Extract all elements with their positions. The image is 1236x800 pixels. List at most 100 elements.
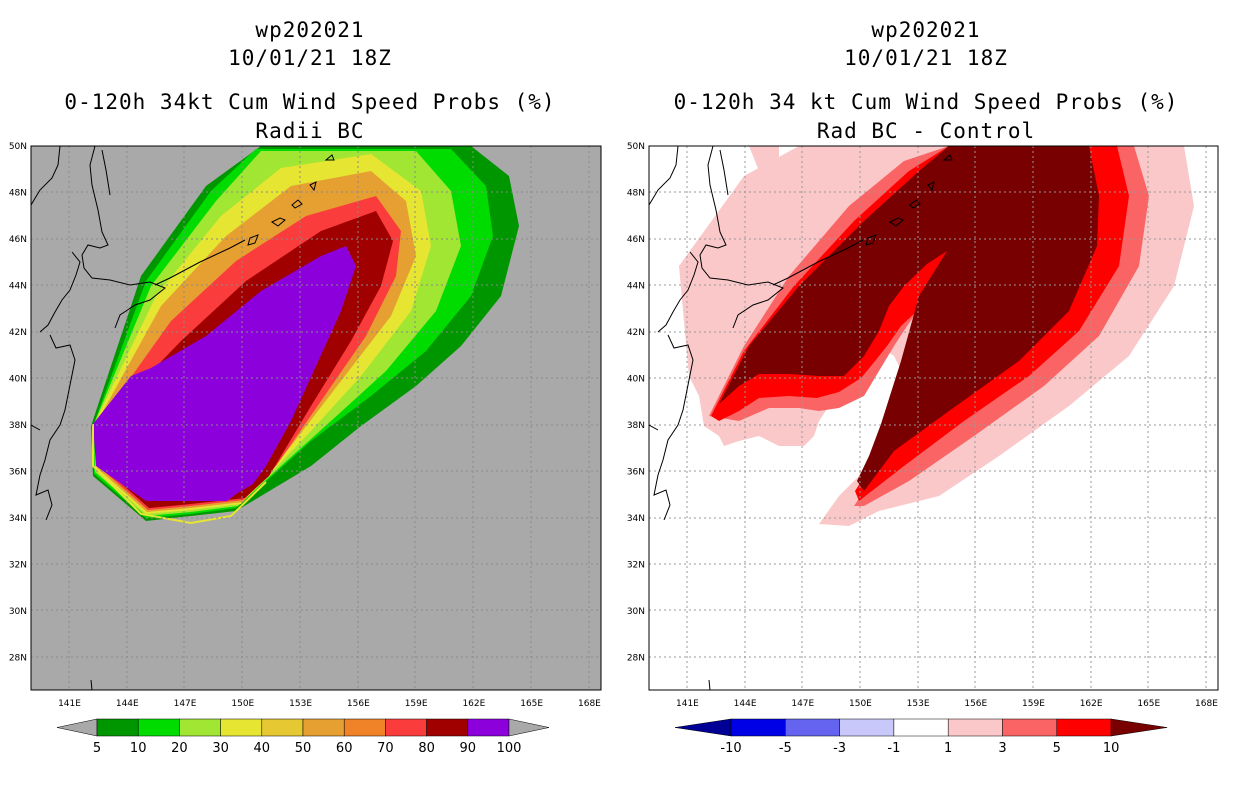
- left-title-storm-id: wp202021: [255, 18, 365, 42]
- right-lat-label: 38N: [627, 421, 645, 431]
- right-lat-label: 28N: [627, 653, 645, 663]
- right-colorbar-low-arrow: [674, 718, 732, 737]
- left-lon-label: 156E: [347, 699, 370, 709]
- left-lon-label: 162E: [462, 699, 485, 709]
- right-lon-labels: 141E 144E 147E 150E 153E 156E 159E 162E 165E 168E: [676, 699, 1218, 709]
- left-colorbar-label: 80: [418, 741, 435, 756]
- right-lon-label: 168E: [1195, 699, 1218, 709]
- left-lat-labels: 28N 30N 32N 34N 36N 38N 40N 42N 44N 46N 48N 50N: [9, 142, 27, 663]
- right-colorbar-label: -3: [833, 741, 846, 756]
- left-colorbar-swatch: [467, 718, 510, 737]
- left-lat-label: 44N: [9, 281, 27, 291]
- left-colorbar-swatch: [96, 718, 139, 737]
- left-gridlines: [31, 146, 601, 690]
- right-difference-contours: [679, 146, 1194, 526]
- right-lon-label: 165E: [1137, 699, 1160, 709]
- right-colorbar-swatch: [785, 718, 840, 737]
- left-colorbar-swatch: [137, 718, 180, 737]
- left-lon-labels: 141E 144E 147E 150E 153E 156E 159E 162E 165E 168E: [58, 699, 601, 709]
- right-lat-label: 44N: [627, 281, 645, 291]
- right-lat-label: 40N: [627, 374, 645, 384]
- left-colorbar-swatch: [426, 718, 469, 737]
- right-colorbar-swatch: [839, 718, 895, 737]
- left-lat-label: 48N: [9, 188, 27, 198]
- left-lat-label: 50N: [9, 142, 27, 152]
- left-colorbar-swatch: [179, 718, 221, 737]
- left-lon-label: 153E: [289, 699, 312, 709]
- left-lat-label: 28N: [9, 653, 27, 663]
- right-lon-label: 147E: [791, 699, 814, 709]
- right-lon-label: 153E: [907, 699, 930, 709]
- left-lat-label: 46N: [9, 235, 27, 245]
- left-colorbar-label: 40: [254, 741, 271, 756]
- left-lat-label: 34N: [9, 514, 27, 524]
- right-colorbar: -10 -5 -3 -1 1 3 5 10: [674, 718, 1168, 756]
- right-colorbar-swatch: [947, 718, 1003, 737]
- left-lon-label: 150E: [231, 699, 254, 709]
- left-colorbar: 5 10 20 30 40 50 60 70 80 90 100: [56, 718, 550, 756]
- left-lon-label: 141E: [58, 699, 81, 709]
- left-colorbar-label: 70: [377, 741, 394, 756]
- right-colorbar-label: 1: [944, 741, 952, 756]
- right-colorbar-high-arrow: [1110, 718, 1168, 737]
- right-colorbar-label: -5: [779, 741, 792, 756]
- diff-contour-plus1-blob: [749, 146, 779, 171]
- right-lon-label: 162E: [1080, 699, 1103, 709]
- right-colorbar-label: 3: [998, 741, 1006, 756]
- left-lon-label: 147E: [174, 699, 197, 709]
- right-colorbar-swatch: [1002, 718, 1058, 737]
- right-lat-label: 42N: [627, 328, 645, 338]
- right-title-subtitle: Rad BC - Control: [816, 119, 1036, 143]
- left-colorbar-swatch: [261, 718, 304, 737]
- right-title-date: 10/01/21 18Z: [844, 46, 1008, 70]
- left-colorbar-swatch: [220, 718, 263, 737]
- left-lat-label: 40N: [9, 374, 27, 384]
- right-gridlines: [649, 146, 1218, 690]
- right-lat-label: 46N: [627, 235, 645, 245]
- left-probability-contours: [91, 146, 519, 525]
- left-colorbar-label: 50: [295, 741, 312, 756]
- right-colorbar-swatch: [1056, 718, 1112, 737]
- right-lon-label: 141E: [676, 699, 699, 709]
- left-colorbar-low-arrow: [56, 718, 98, 737]
- right-lat-label: 36N: [627, 467, 645, 477]
- right-lat-label: 48N: [627, 188, 645, 198]
- right-lat-label: 32N: [627, 560, 645, 570]
- left-colorbar-label: 90: [460, 741, 477, 756]
- left-colorbar-swatch: [385, 718, 427, 737]
- right-lon-label: 159E: [1022, 699, 1045, 709]
- left-colorbar-label: 100: [497, 741, 522, 756]
- left-title-product: 0-120h 34kt Cum Wind Speed Probs (%): [64, 90, 556, 114]
- left-colorbar-label: 30: [212, 741, 229, 756]
- prob-contour-100: [93, 246, 356, 501]
- right-lon-label: 156E: [964, 699, 987, 709]
- right-colorbar-label: 5: [1053, 741, 1061, 756]
- left-colorbar-label: 5: [93, 741, 101, 756]
- right-title-storm-id: wp202021: [871, 18, 981, 42]
- right-colorbar-label: 10: [1103, 741, 1120, 756]
- left-colorbar-high-arrow: [508, 718, 550, 737]
- right-lat-label: 30N: [627, 607, 645, 617]
- left-lat-label: 42N: [9, 328, 27, 338]
- left-title-subtitle: Radii BC: [255, 119, 365, 143]
- left-lon-label: 165E: [520, 699, 543, 709]
- left-lon-label: 144E: [116, 699, 139, 709]
- left-coastlines: [31, 146, 335, 690]
- left-lat-label: 36N: [9, 467, 27, 477]
- right-lat-label: 34N: [627, 514, 645, 524]
- right-lat-labels: 28N 30N 32N 34N 36N 38N 40N 42N 44N 46N 48N 50N: [627, 142, 645, 663]
- left-lat-label: 30N: [9, 607, 27, 617]
- left-colorbar-swatch: [302, 718, 345, 737]
- left-map-panel: 141E 144E 147E 150E 153E 156E 159E 162E 165E 168E…: [9, 142, 602, 756]
- left-lon-label: 168E: [578, 699, 601, 709]
- left-title-date: 10/01/21 18Z: [228, 46, 392, 70]
- left-colorbar-label: 60: [336, 741, 353, 756]
- diff-contour-plus10: [719, 146, 1099, 491]
- right-colorbar-label: -10: [720, 741, 741, 756]
- left-lat-label: 32N: [9, 560, 27, 570]
- right-map-frame: [648, 145, 1219, 691]
- right-lon-label: 150E: [849, 699, 872, 709]
- right-lon-label: 144E: [734, 699, 757, 709]
- right-lat-label: 50N: [627, 142, 645, 152]
